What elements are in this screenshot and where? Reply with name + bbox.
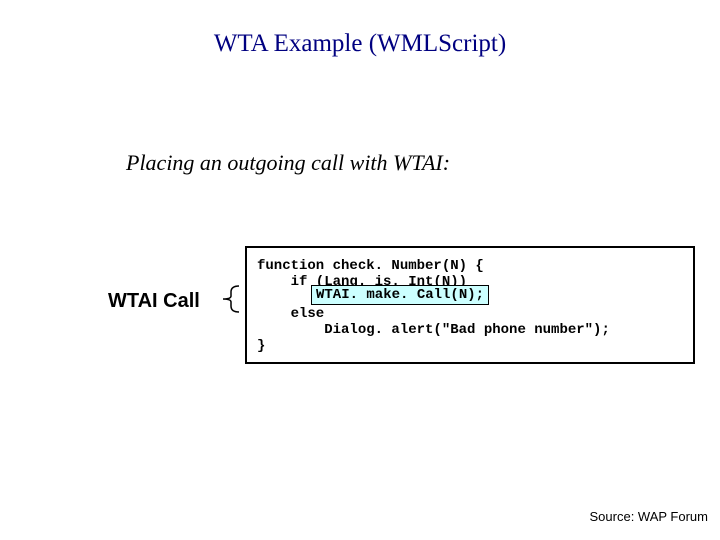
brace-icon <box>215 284 243 314</box>
slide: WTA Example (WMLScript) Placing an outgo… <box>0 0 720 540</box>
wtai-call-label: WTAI Call <box>108 290 200 313</box>
source-credit: Source: WAP Forum <box>590 509 708 524</box>
highlighted-code: WTAI. make. Call(N); <box>311 285 489 305</box>
code-line-6: } <box>257 338 265 354</box>
slide-title: WTA Example (WMLScript) <box>0 30 720 58</box>
code-line-1: function check. Number(N) { <box>257 258 484 274</box>
slide-subtitle: Placing an outgoing call with WTAI: <box>126 150 450 176</box>
code-line-4: else <box>257 306 324 322</box>
code-line-5: Dialog. alert("Bad phone number"); <box>257 322 610 338</box>
